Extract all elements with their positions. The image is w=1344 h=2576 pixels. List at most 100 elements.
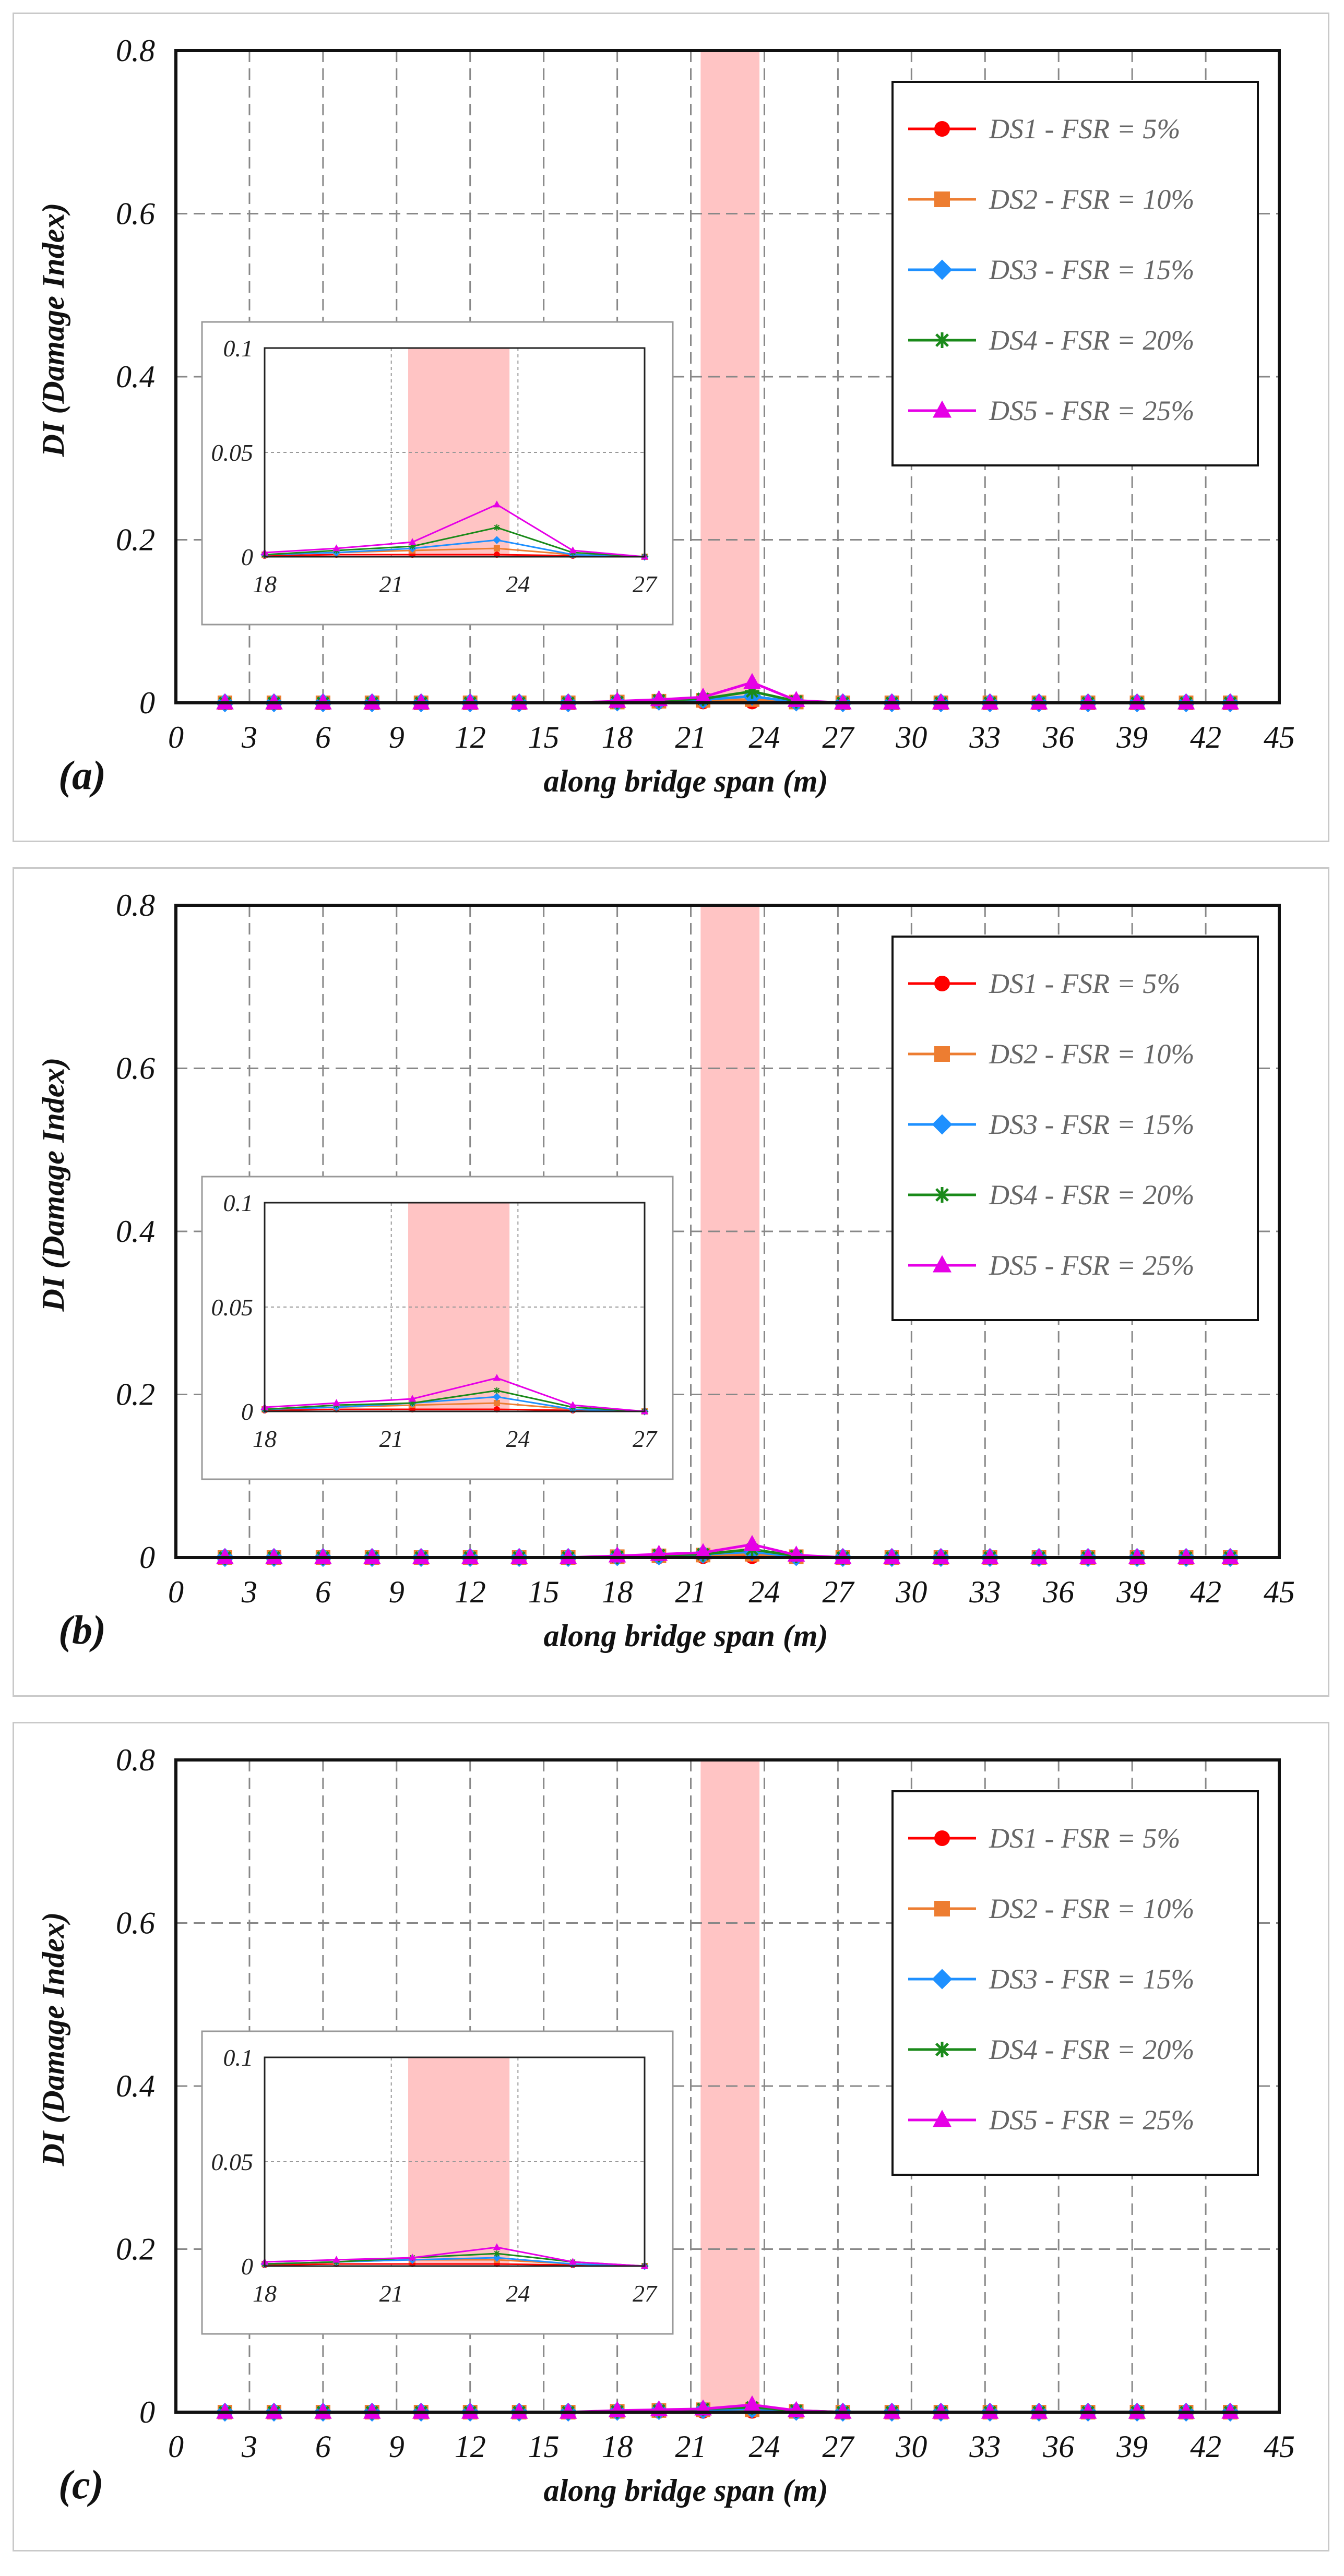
inset-data-point (408, 2254, 417, 2261)
inset-series-line (264, 2246, 645, 2267)
legend-entry: DS4 - FSR = 20% (989, 2034, 1194, 2065)
x-tick-label: 36 (1042, 2429, 1074, 2464)
x-tick-label: 15 (528, 1575, 560, 1609)
inset-y-tick-label: 0.05 (211, 2149, 254, 2175)
legend-entry: DS3 - FSR = 15% (989, 254, 1194, 285)
x-tick-label: 24 (748, 1575, 780, 1609)
x-tick-label: 39 (1116, 2429, 1148, 2464)
y-tick-label: 0.8 (116, 1743, 155, 1777)
inset-x-tick-label: 27 (633, 2280, 658, 2307)
x-tick-label: 24 (748, 2429, 780, 2464)
inset-x-tick-label: 18 (253, 2280, 277, 2307)
inset-data-point (569, 546, 577, 554)
inset-data-point (332, 1399, 340, 1406)
x-tick-label: 39 (1116, 1575, 1148, 1609)
inset-series-line (264, 1396, 645, 1412)
legend-entry: DS4 - FSR = 20% (989, 325, 1194, 356)
inset-y-tick-label: 0 (241, 2253, 253, 2280)
x-tick-label: 15 (528, 720, 560, 754)
x-tick-label: 39 (1116, 720, 1148, 754)
chart-panel-c: 0 3 6 9 12 15 18 21 24 27 30 33 36 39 42 45 0 0.2 0.4 0.6 0.… (13, 1722, 1329, 2551)
x-tick-label: 42 (1190, 720, 1221, 754)
x-tick-label: 42 (1190, 2429, 1221, 2464)
inset-series-line (264, 504, 645, 558)
inset-data-point (408, 538, 417, 545)
x-tick-label: 27 (822, 2429, 855, 2464)
y-tick-label: 0.4 (116, 360, 155, 394)
y-tick-label: 0.2 (116, 1377, 155, 1412)
inset-frame (264, 347, 646, 558)
legend-entry: DS3 - FSR = 15% (989, 1963, 1194, 1995)
inset-series-line (264, 2263, 645, 2267)
x-tick-label: 27 (822, 1575, 855, 1609)
inset-data-point (408, 1395, 417, 1402)
inset-data-point (493, 500, 501, 508)
inset-x-tick-label: 27 (633, 571, 658, 597)
inset-series-line (264, 1408, 645, 1412)
x-tick-label: 30 (895, 1575, 927, 1609)
plot-frame (174, 49, 1281, 704)
inset-y-tick-label: 0.1 (223, 1190, 254, 1216)
y-tick-label: 0.6 (116, 1051, 155, 1086)
inset-data-point (493, 524, 500, 531)
legend-entry: DS2 - FSR = 10% (989, 184, 1194, 215)
inset-y-tick-label: 0 (241, 544, 253, 570)
chart-panel-b: 0 3 6 9 12 15 18 21 24 27 30 33 36 39 42 45 0 0.2 0.4 0.6 0.… (13, 867, 1329, 1697)
inset-frame (264, 2056, 646, 2267)
chart-b: 0 3 6 9 12 15 18 21 24 27 30 33 36 39 42 4500.20.40.60.… (36, 888, 1295, 1653)
panel-label: (a) (58, 752, 106, 798)
inset-y-tick-label: 0.1 (223, 2044, 254, 2071)
x-tick-label: 33 (969, 720, 1001, 754)
x-tick-label: 18 (602, 720, 633, 754)
legend-swatch-marker (934, 121, 950, 137)
x-tick-label: 18 (602, 2429, 633, 2464)
inset-series-line (264, 539, 645, 558)
legend-entry: DS5 - FSR = 25% (989, 1250, 1194, 1281)
x-tick-label: 21 (675, 720, 707, 754)
legend-swatch-marker (934, 332, 950, 348)
inset-data-point (332, 2256, 340, 2263)
legend-entry: DS2 - FSR = 10% (989, 1893, 1194, 1924)
inset-series-line (264, 554, 645, 558)
data-point (743, 2395, 761, 2412)
inset-data-point (493, 2250, 500, 2257)
x-tick-label: 0 (168, 2429, 184, 2464)
legend-entry: DS1 - FSR = 5% (989, 968, 1180, 999)
x-tick-label: 36 (1042, 1575, 1074, 1609)
x-tick-label: 18 (602, 1575, 633, 1609)
panel-label: (c) (58, 2462, 104, 2507)
inset-x-tick-label: 24 (506, 571, 530, 597)
data-point (694, 687, 712, 704)
y-tick-label: 0.8 (116, 33, 155, 68)
x-tick-label: 9 (389, 1575, 405, 1609)
x-tick-label: 21 (675, 1575, 707, 1609)
legend-swatch-marker (932, 1114, 953, 1135)
inset-data-point (332, 544, 340, 552)
inset-data-point (569, 2258, 577, 2265)
inset-x-tick-label: 24 (506, 1425, 530, 1452)
x-tick-label: 0 (168, 1575, 184, 1609)
legend-swatch-marker (932, 1969, 953, 1990)
inset-series-line (264, 526, 645, 558)
x-tick-label: 33 (969, 1575, 1001, 1609)
inset-y-tick-label: 0.05 (211, 1294, 254, 1321)
inset-y-tick-label: 0.05 (211, 439, 254, 466)
panel-label: (b) (58, 1607, 106, 1652)
inset-data-point (493, 1374, 501, 1381)
inset-series-line (264, 1377, 645, 1412)
data-point (743, 673, 761, 689)
inset-x-tick-label: 18 (253, 1425, 277, 1452)
x-tick-label: 6 (315, 2429, 331, 2464)
inset-x-tick-label: 27 (633, 1425, 658, 1452)
inset-series-line (264, 1389, 645, 1412)
x-tick-label: 6 (315, 720, 331, 754)
legend-box (891, 81, 1259, 466)
legend-swatch-marker (934, 2042, 950, 2057)
x-tick-label: 27 (822, 720, 855, 754)
x-tick-label: 24 (748, 720, 780, 754)
inset-y-tick-label: 0 (241, 1398, 253, 1425)
inset-data-point (493, 1400, 500, 1406)
plot-frame (174, 1758, 1281, 2414)
inset-data-point (493, 1393, 501, 1401)
chart-c: 0 3 6 9 12 15 18 21 24 27 30 33 36 39 42 4500.20.40.60.… (36, 1743, 1295, 2508)
